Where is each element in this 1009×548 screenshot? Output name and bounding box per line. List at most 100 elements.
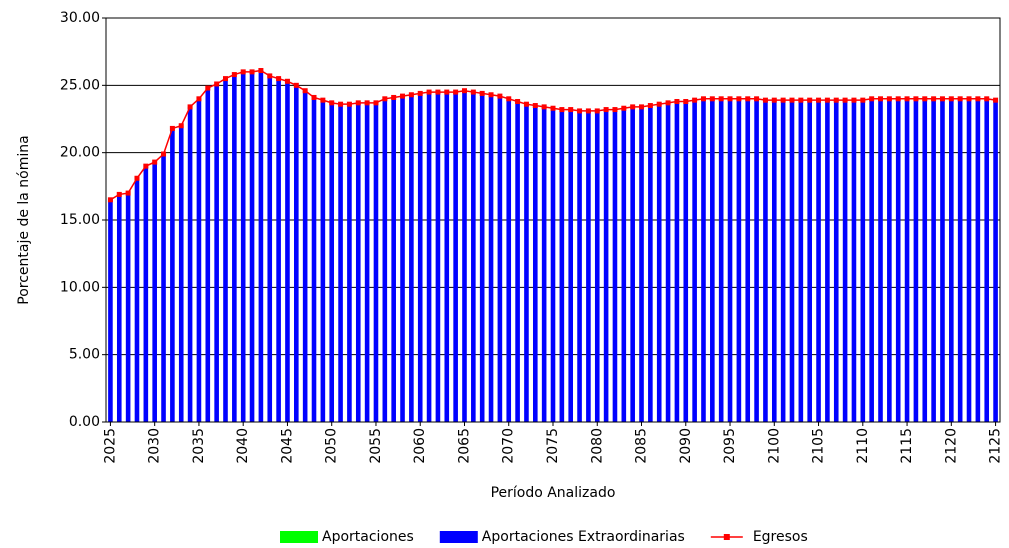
marker xyxy=(284,78,290,84)
x-tick-label: 2050 xyxy=(324,428,340,464)
marker xyxy=(187,104,193,110)
marker xyxy=(665,100,671,106)
bar xyxy=(453,92,458,423)
bar xyxy=(471,92,476,423)
marker xyxy=(391,94,397,100)
marker xyxy=(630,104,636,110)
marker xyxy=(161,151,167,157)
bar xyxy=(143,166,149,422)
bar xyxy=(789,100,795,422)
marker xyxy=(355,100,361,106)
bar xyxy=(524,104,529,422)
marker xyxy=(656,101,662,107)
marker xyxy=(523,101,529,107)
bar xyxy=(258,70,264,423)
marker xyxy=(152,159,158,165)
x-tick-label: 2030 xyxy=(147,428,163,464)
marker xyxy=(975,96,981,102)
bar xyxy=(931,98,936,423)
bar xyxy=(656,104,662,422)
bar xyxy=(214,83,219,422)
bar xyxy=(878,98,883,423)
x-tick-label: 2055 xyxy=(368,428,384,464)
marker xyxy=(125,190,131,196)
marker xyxy=(373,100,379,106)
x-tick-label: 2080 xyxy=(589,428,605,464)
bar xyxy=(506,98,512,423)
marker xyxy=(400,93,406,99)
bar xyxy=(541,106,547,422)
marker xyxy=(895,96,901,102)
marker xyxy=(984,96,990,102)
bar xyxy=(718,98,724,423)
marker xyxy=(771,97,777,103)
marker xyxy=(417,90,423,96)
bar xyxy=(435,92,441,423)
marker xyxy=(780,97,786,103)
bar xyxy=(196,98,202,423)
bar xyxy=(550,108,556,422)
marker xyxy=(824,97,830,103)
x-tick-label: 2115 xyxy=(899,428,915,464)
bar xyxy=(922,98,928,423)
marker xyxy=(267,73,273,79)
bar xyxy=(532,105,538,423)
marker xyxy=(329,100,335,106)
bar xyxy=(391,97,396,422)
bar xyxy=(630,106,635,422)
legend-label: Aportaciones Extraordinarias xyxy=(482,529,685,545)
marker xyxy=(497,93,503,99)
bar xyxy=(975,98,981,423)
x-tick-label: 2100 xyxy=(766,428,782,464)
bar xyxy=(161,154,166,422)
bar xyxy=(497,96,503,423)
y-tick-label: 25.00 xyxy=(60,77,100,93)
marker xyxy=(559,107,565,113)
legend-swatch xyxy=(723,534,730,540)
marker xyxy=(594,108,600,114)
bar xyxy=(152,162,157,423)
x-tick-label: 2090 xyxy=(678,428,694,464)
y-tick-label: 30.00 xyxy=(60,10,100,26)
marker xyxy=(222,76,228,82)
y-axis-title: Porcentaje de la nómina xyxy=(16,135,32,304)
marker xyxy=(727,96,733,102)
bar xyxy=(302,90,308,422)
bar xyxy=(311,97,317,422)
marker xyxy=(789,97,795,103)
bar xyxy=(568,109,574,422)
bar xyxy=(833,100,839,422)
marker xyxy=(302,88,308,94)
y-tick-label: 20.00 xyxy=(60,145,100,161)
marker xyxy=(541,104,547,110)
marker xyxy=(320,97,326,103)
bar xyxy=(125,193,131,422)
marker xyxy=(886,96,892,102)
x-tick-label: 2045 xyxy=(279,428,295,464)
bar xyxy=(515,101,520,422)
bar xyxy=(825,100,830,422)
marker xyxy=(515,98,521,104)
bar xyxy=(798,100,804,422)
marker xyxy=(736,96,742,102)
marker xyxy=(488,92,494,98)
bar xyxy=(904,98,910,423)
marker xyxy=(851,97,857,103)
marker xyxy=(577,108,583,114)
x-tick-label: 2070 xyxy=(501,428,517,464)
marker xyxy=(603,107,609,113)
bar xyxy=(745,98,751,423)
bar xyxy=(444,92,450,423)
marker xyxy=(718,96,724,102)
bar xyxy=(347,104,352,422)
marker xyxy=(276,76,282,82)
bar xyxy=(205,88,211,422)
marker xyxy=(196,96,202,102)
bar xyxy=(842,100,848,422)
bar xyxy=(338,104,343,422)
bar xyxy=(887,98,892,423)
marker xyxy=(833,97,839,103)
x-tick-label: 2025 xyxy=(102,428,118,464)
bar xyxy=(727,98,733,423)
bar xyxy=(771,100,777,422)
